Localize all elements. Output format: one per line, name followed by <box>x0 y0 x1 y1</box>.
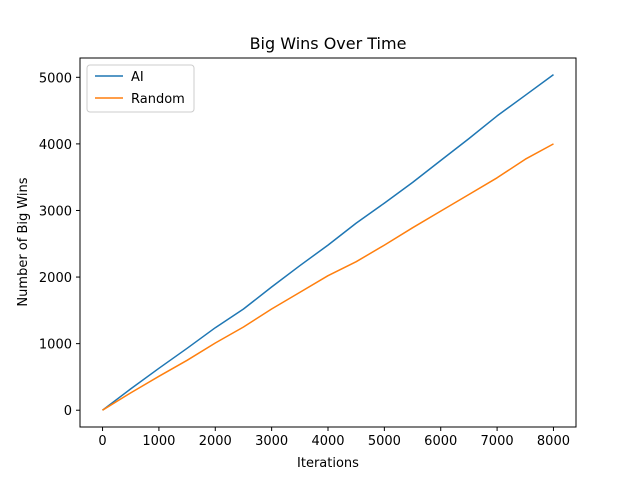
x-tick-label: 2000 <box>199 434 232 449</box>
x-tick-label: 6000 <box>424 434 457 449</box>
x-tick-label: 0 <box>98 434 106 449</box>
chart-title: Big Wins Over Time <box>250 34 407 53</box>
y-tick-label: 2000 <box>39 271 72 286</box>
legend: AI Random <box>86 64 195 113</box>
legend-label-random: Random <box>131 92 185 107</box>
x-tick-label: 8000 <box>537 434 570 449</box>
x-tick-label: 4000 <box>311 434 344 449</box>
legend-label-ai: AI <box>131 70 144 85</box>
y-axis-ticks: 0 1000 2000 3000 4000 5000 <box>39 71 80 419</box>
y-tick-label: 3000 <box>39 204 72 219</box>
x-tick-label: 5000 <box>368 434 401 449</box>
y-tick-label: 1000 <box>39 338 72 353</box>
x-tick-label: 3000 <box>255 434 288 449</box>
y-axis-label: Number of Big Wins <box>16 177 31 306</box>
x-axis-label: Iterations <box>297 456 359 471</box>
x-axis-ticks: 0 1000 2000 3000 4000 5000 6000 7000 8000 <box>98 427 570 449</box>
series-layer <box>102 73 554 411</box>
x-tick-label: 7000 <box>481 434 514 449</box>
y-tick-label: 4000 <box>39 138 72 153</box>
y-tick-label: 5000 <box>39 71 72 86</box>
x-tick-label: 1000 <box>142 434 175 449</box>
series-line-ai <box>102 73 554 411</box>
series-line-random <box>102 143 554 411</box>
y-tick-label: 0 <box>64 404 72 419</box>
